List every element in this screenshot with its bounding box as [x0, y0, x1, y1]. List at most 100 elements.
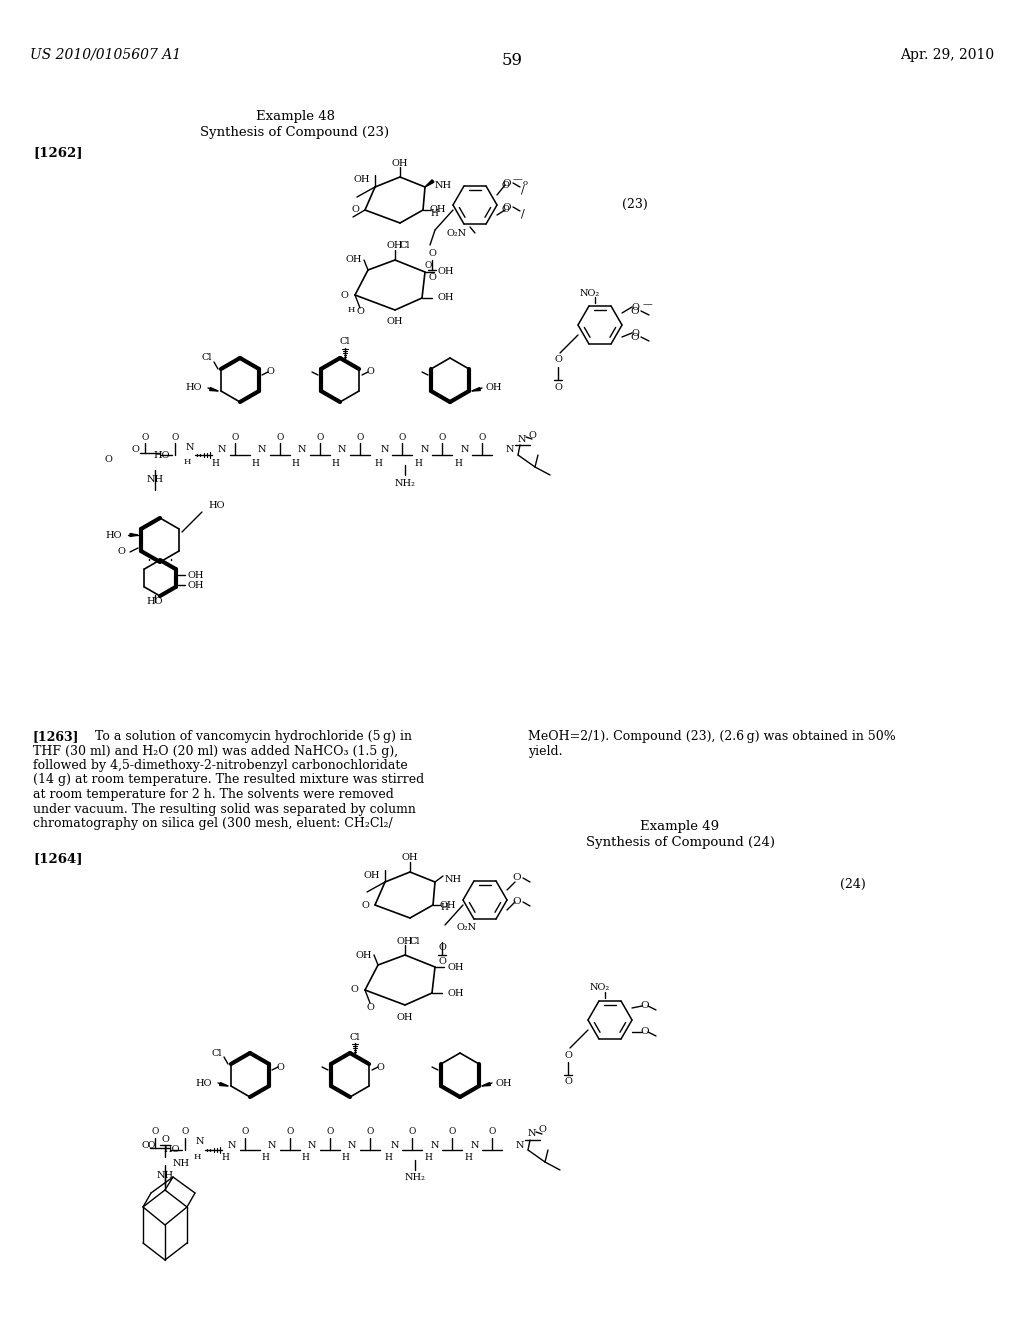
Text: H: H [414, 458, 422, 467]
Text: NH: NH [445, 875, 462, 884]
Text: NH: NH [173, 1159, 190, 1167]
Text: N: N [516, 1140, 524, 1150]
Text: O: O [376, 1063, 384, 1072]
Text: N: N [227, 1140, 237, 1150]
Text: O: O [501, 181, 509, 190]
Text: O: O [131, 446, 139, 454]
Text: MeOH=2/1). Compound (23), (2.6 g) was obtained in 50%: MeOH=2/1). Compound (23), (2.6 g) was ob… [528, 730, 896, 743]
Text: O: O [398, 433, 406, 441]
Text: N: N [338, 446, 346, 454]
Polygon shape [219, 1082, 228, 1086]
Text: OH: OH [364, 870, 380, 879]
Text: O: O [631, 329, 639, 338]
Text: O: O [528, 430, 536, 440]
Text: O: O [438, 433, 445, 441]
Text: H: H [440, 903, 447, 912]
Text: (24): (24) [840, 878, 865, 891]
Text: N: N [527, 1130, 537, 1138]
Text: O: O [161, 1134, 169, 1143]
Text: N: N [431, 1140, 439, 1150]
Text: [1262]: [1262] [33, 147, 83, 158]
Text: O: O [503, 202, 511, 211]
Text: H: H [291, 458, 299, 467]
Text: O: O [152, 1127, 159, 1137]
Text: O: O [428, 248, 436, 257]
Text: OH: OH [485, 384, 502, 392]
Text: OH: OH [355, 950, 372, 960]
Text: O: O [361, 900, 369, 909]
Text: (14 g) at room temperature. The resulted mixture was stirred: (14 g) at room temperature. The resulted… [33, 774, 424, 787]
Text: NH: NH [157, 1171, 173, 1180]
Text: N: N [218, 446, 226, 454]
Text: H: H [347, 306, 355, 314]
Text: O: O [141, 433, 148, 441]
Text: NH: NH [435, 181, 453, 190]
Text: O: O [449, 1127, 456, 1137]
Text: NO₂: NO₂ [590, 983, 610, 993]
Text: O: O [641, 1002, 649, 1011]
Text: Apr. 29, 2010: Apr. 29, 2010 [900, 48, 994, 62]
Text: H: H [183, 458, 190, 466]
Text: OH: OH [438, 293, 455, 302]
Text: Example 48: Example 48 [256, 110, 335, 123]
Text: O: O [340, 290, 348, 300]
Text: HO: HO [154, 450, 170, 459]
Text: /: / [521, 183, 525, 194]
Text: O: O [266, 367, 274, 376]
Text: O: O [513, 874, 521, 883]
Text: N: N [381, 446, 389, 454]
Text: O: O [641, 1027, 649, 1036]
Text: N: N [421, 446, 429, 454]
Text: To a solution of vancomycin hydrochloride (5 g) in: To a solution of vancomycin hydrochlorid… [83, 730, 412, 743]
Text: N: N [506, 446, 514, 454]
Text: O: O [367, 1127, 374, 1137]
Text: 59: 59 [502, 51, 522, 69]
Text: O: O [351, 206, 359, 214]
Text: yield.: yield. [528, 744, 562, 758]
Text: O: O [287, 1127, 294, 1137]
Text: N: N [185, 442, 195, 451]
Text: O: O [350, 986, 358, 994]
Text: Cl: Cl [400, 242, 411, 251]
Text: H: H [251, 458, 259, 467]
Text: O: O [316, 433, 324, 441]
Text: [1264]: [1264] [33, 851, 83, 865]
Text: O: O [117, 548, 125, 557]
Text: O: O [366, 1002, 374, 1011]
Text: OH: OH [387, 242, 403, 251]
Text: H: H [301, 1154, 309, 1163]
Text: O: O [564, 1077, 572, 1086]
Text: O: O [554, 383, 562, 392]
Text: O: O [147, 1140, 155, 1150]
Text: OH: OH [387, 318, 403, 326]
Text: OH: OH [438, 268, 455, 276]
Text: OH: OH [430, 206, 446, 214]
Text: O: O [409, 1127, 416, 1137]
Text: OH: OH [449, 989, 465, 998]
Text: Cl: Cl [212, 1048, 222, 1057]
Text: chromatography on silica gel (300 mesh, eluent: CH₂Cl₂/: chromatography on silica gel (300 mesh, … [33, 817, 393, 830]
Text: O: O [141, 1140, 148, 1150]
Text: Synthesis of Compound (23): Synthesis of Compound (23) [201, 125, 389, 139]
Text: N: N [471, 1140, 479, 1150]
Text: H: H [261, 1154, 269, 1163]
Text: O: O [478, 433, 485, 441]
Text: N: N [461, 446, 469, 454]
Text: N: N [258, 446, 266, 454]
Text: Cl: Cl [350, 1032, 360, 1041]
Text: —: — [512, 176, 522, 185]
Text: O: O [554, 355, 562, 364]
Text: OH: OH [401, 854, 418, 862]
Polygon shape [425, 180, 434, 187]
Text: N: N [518, 434, 526, 444]
Text: O: O [181, 1127, 188, 1137]
Text: N: N [348, 1140, 356, 1150]
Text: under vacuum. The resulting solid was separated by column: under vacuum. The resulting solid was se… [33, 803, 416, 816]
Text: OH: OH [396, 1012, 414, 1022]
Text: O: O [356, 433, 364, 441]
Text: HO: HO [196, 1078, 212, 1088]
Polygon shape [482, 1082, 490, 1086]
Text: HO: HO [146, 598, 163, 606]
Text: o: o [522, 180, 527, 187]
Text: O: O [513, 898, 521, 907]
